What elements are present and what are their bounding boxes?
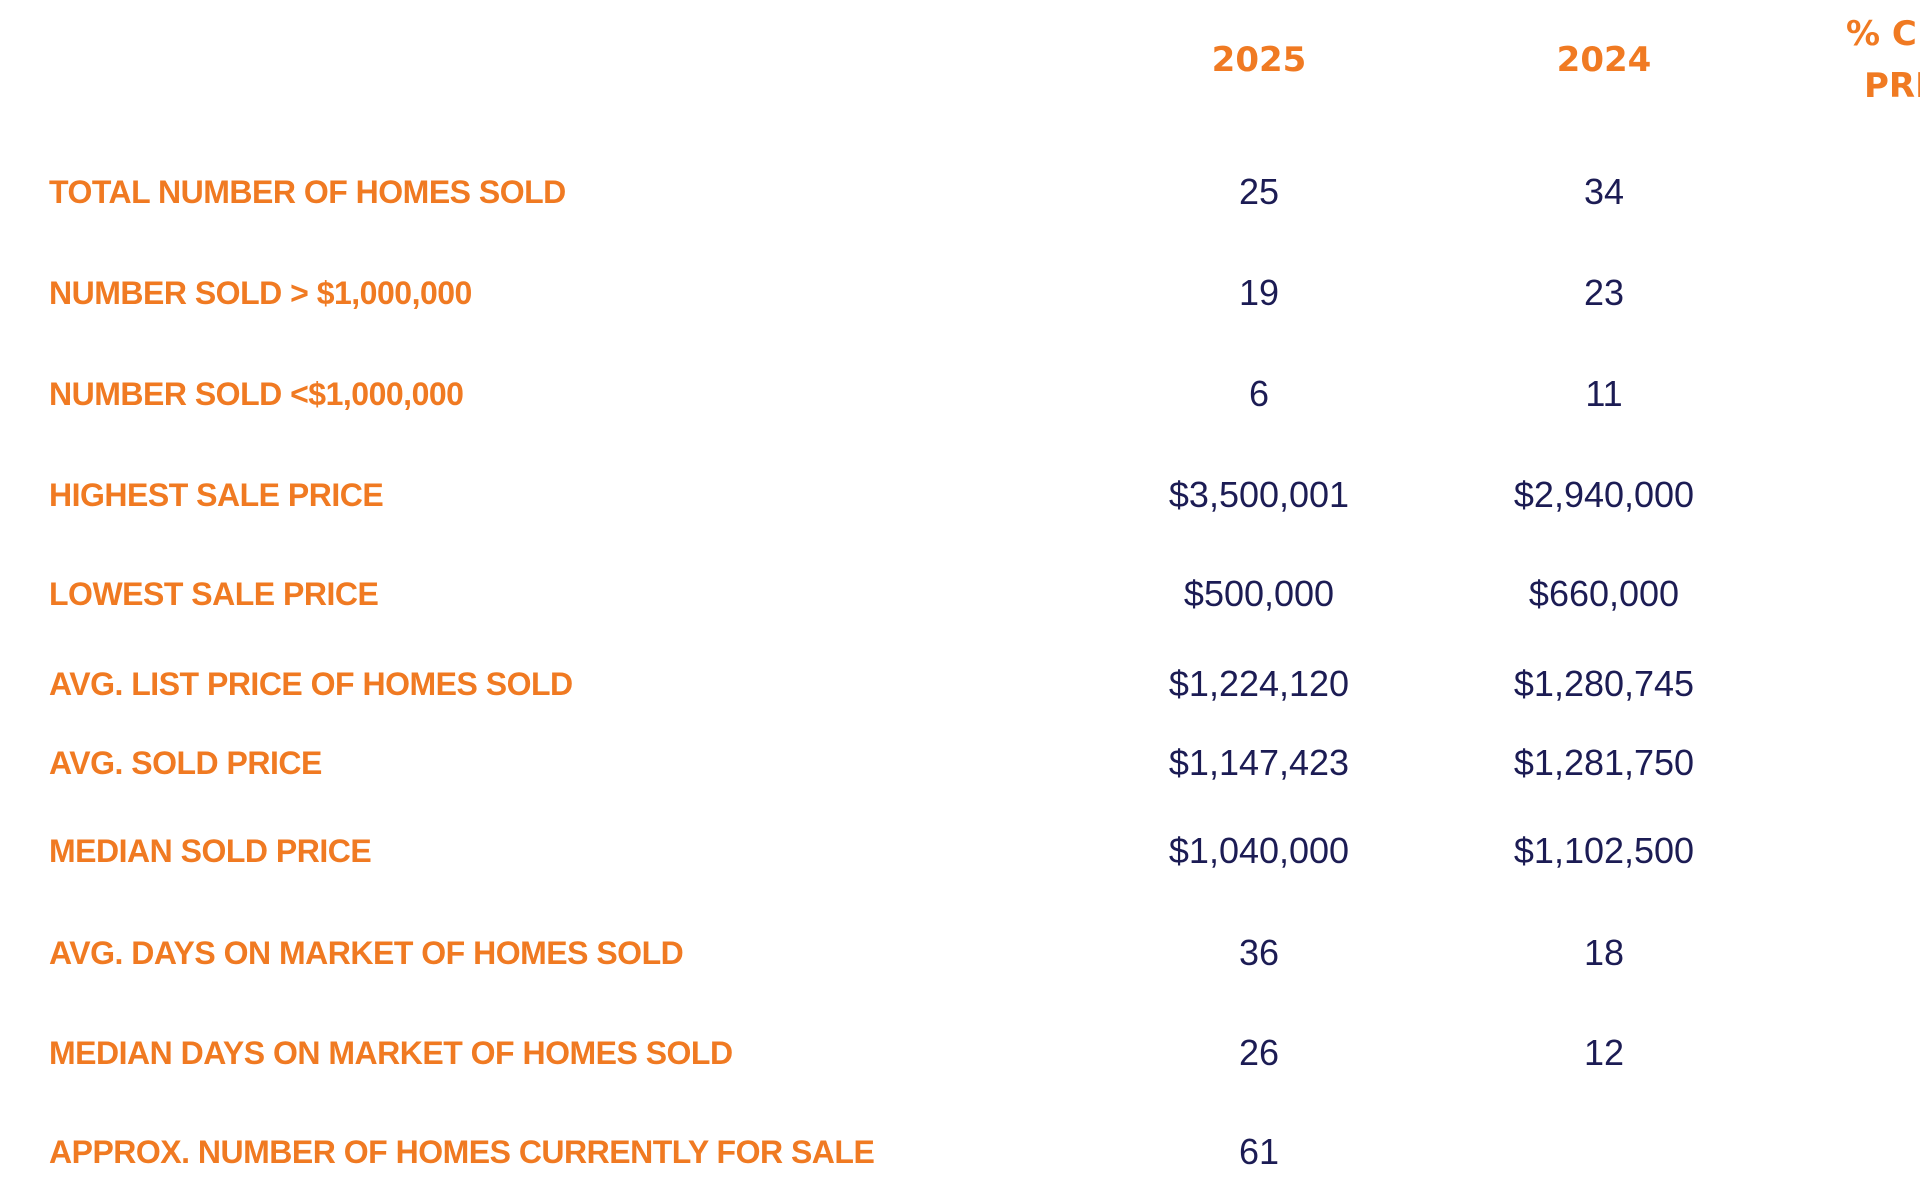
- row-label: APPROX. NUMBER OF HOMES CURRENTLY FOR SA…: [49, 1134, 875, 1170]
- column-header-cut: % CH: [1846, 14, 1920, 54]
- row-label: LOWEST SALE PRICE: [49, 576, 379, 612]
- cell-value: 25: [1238, 171, 1280, 212]
- column-header: 2024: [1556, 40, 1652, 80]
- row-label: HIGHEST SALE PRICE: [49, 477, 384, 513]
- cell-value: 12: [1583, 1032, 1625, 1073]
- row-label: AVG. SOLD PRICE: [49, 745, 322, 781]
- cell-value: $2,940,000: [1513, 474, 1695, 515]
- cell-value: 19: [1238, 272, 1280, 313]
- cell-value: $1,147,423: [1168, 742, 1350, 783]
- cell-value: 26: [1238, 1032, 1280, 1073]
- row-label: NUMBER SOLD > $1,000,000: [49, 275, 472, 311]
- cell-value: $660,000: [1528, 573, 1680, 614]
- cell-value: 34: [1583, 171, 1625, 212]
- cell-value: 6: [1248, 373, 1270, 414]
- cell-value: $1,280,745: [1513, 663, 1695, 704]
- cell-value: 11: [1585, 373, 1623, 414]
- row-label: AVG. LIST PRICE OF HOMES SOLD: [49, 666, 573, 702]
- row-label: AVG. DAYS ON MARKET OF HOMES SOLD: [49, 935, 684, 971]
- cell-value: $1,040,000: [1168, 830, 1350, 871]
- cell-value: $500,000: [1183, 573, 1335, 614]
- cell-value: 18: [1583, 932, 1625, 973]
- column-header-cut: PRE: [1864, 66, 1920, 106]
- cell-value: $1,281,750: [1513, 742, 1695, 783]
- cell-value: 36: [1238, 932, 1280, 973]
- cell-value: 23: [1583, 272, 1625, 313]
- column-header: 2025: [1211, 40, 1307, 80]
- row-label: MEDIAN SOLD PRICE: [49, 833, 372, 869]
- cell-value: $1,102,500: [1513, 830, 1695, 871]
- cell-value: $3,500,001: [1168, 474, 1350, 515]
- row-label: NUMBER SOLD <$1,000,000: [49, 376, 464, 412]
- cell-value: 61: [1238, 1131, 1280, 1172]
- row-label: TOTAL NUMBER OF HOMES SOLD: [49, 174, 566, 210]
- cell-value: $1,224,120: [1168, 663, 1350, 704]
- row-label: MEDIAN DAYS ON MARKET OF HOMES SOLD: [49, 1035, 733, 1071]
